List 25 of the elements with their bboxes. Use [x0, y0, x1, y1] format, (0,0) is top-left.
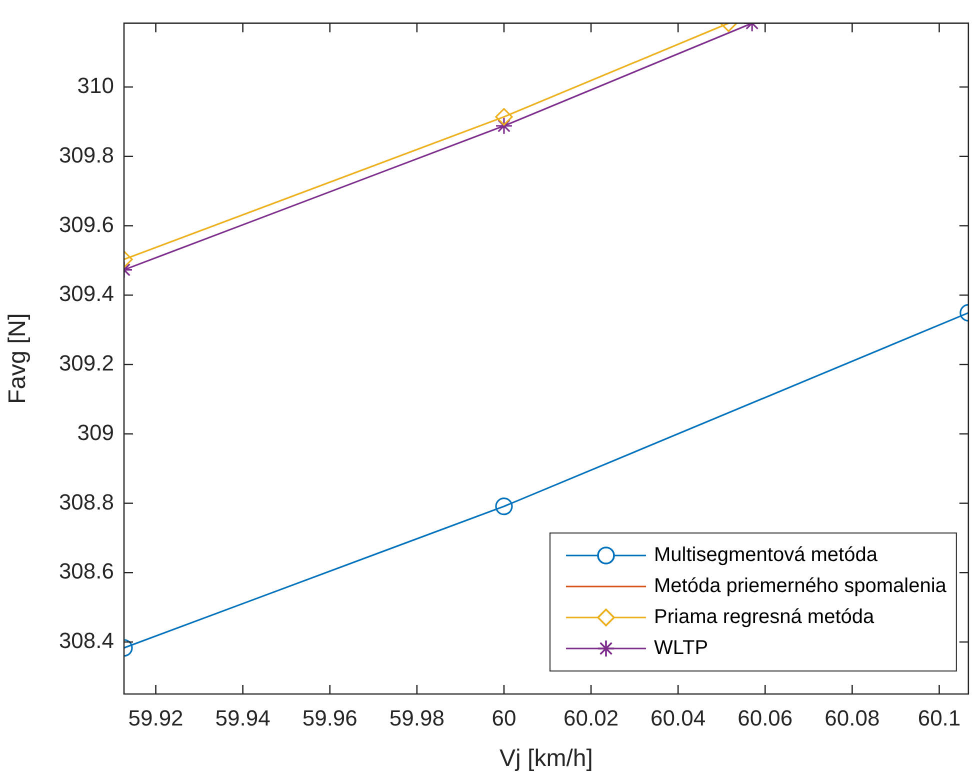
- y-tick-label: 310: [77, 73, 114, 98]
- legend-label: WLTP: [654, 637, 708, 660]
- x-tick-label: 59.92: [128, 705, 184, 730]
- y-tick-label: 309.6: [58, 212, 114, 237]
- y-tick-label: 308.6: [58, 558, 114, 584]
- x-axis-title: Vj [km/h]: [500, 745, 593, 772]
- legend-label: Multisegmentová metóda: [654, 544, 878, 566]
- legend-label: Metóda priemerného spomalenia: [654, 575, 948, 598]
- x-tick-label: 59.98: [389, 705, 444, 730]
- y-tick-label: 308.8: [58, 489, 114, 514]
- legend-label: Priama regresná metóda: [654, 606, 875, 628]
- x-tick-label: 60.04: [650, 705, 706, 730]
- y-tick-label: 309.4: [58, 281, 114, 306]
- y-tick-label: 309: [77, 420, 114, 445]
- y-tick-label: 308.4: [58, 628, 114, 654]
- y-tick-label: 309.8: [58, 142, 114, 168]
- x-tick-label: 60.08: [824, 705, 880, 730]
- y-axis-title: Favg [N]: [4, 313, 32, 404]
- x-tick-label: 60: [492, 705, 516, 730]
- x-tick-label: 59.96: [302, 705, 358, 730]
- x-tick-label: 59.94: [215, 705, 270, 730]
- x-tick-label: 60.02: [564, 705, 619, 730]
- y-tick-label: 309.2: [58, 350, 114, 376]
- x-tick-label: 60.1: [918, 705, 961, 730]
- x-tick-label: 60.06: [738, 705, 793, 730]
